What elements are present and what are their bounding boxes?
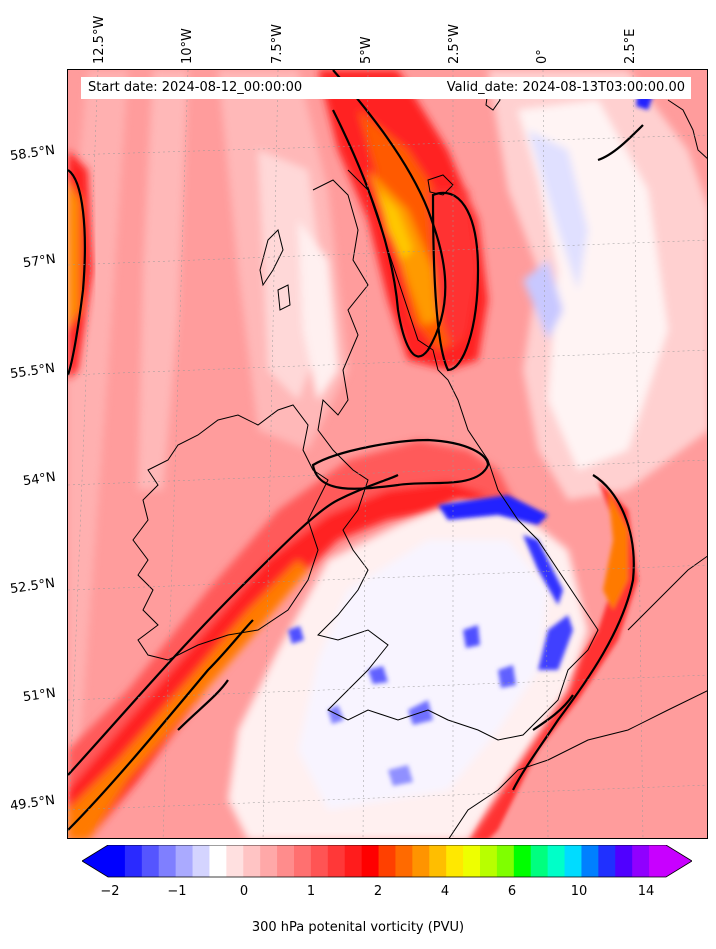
colorbar-cell xyxy=(463,845,481,877)
colorbar-tick: −2 xyxy=(100,884,120,899)
colorbar-tick: 0 xyxy=(239,884,249,899)
lon-label-2.5w: 2.5°W xyxy=(447,23,462,64)
colorbar-tick: 14 xyxy=(637,884,655,899)
colorbar-cell xyxy=(260,845,278,877)
colorbar-cell xyxy=(378,845,397,877)
north-sea-low-pv xyxy=(488,70,707,500)
colorbar-tick: 4 xyxy=(440,884,450,899)
colorbar-cell xyxy=(547,845,566,877)
lat-label-54n: 54°N xyxy=(22,469,57,490)
colorbar-tick: 2 xyxy=(373,884,383,899)
colorbar-cell xyxy=(649,845,667,877)
lat-label-52.5n: 52.5°N xyxy=(9,575,56,598)
coastlines xyxy=(132,84,707,838)
light-pv-bands xyxy=(68,70,348,770)
lat-label-51n: 51°N xyxy=(22,685,57,706)
colorbar xyxy=(82,845,692,878)
pv-2-contours xyxy=(68,70,644,831)
start-date-label: Start date: 2024-08-12_00:00:00 xyxy=(81,77,421,99)
lon-label-10w: 10°W xyxy=(180,28,195,64)
colorbar-tick: 1 xyxy=(306,884,316,899)
lon-label-2.5e: 2.5°E xyxy=(623,28,638,64)
lat-label-57n: 57°N xyxy=(22,251,57,272)
colorbar-cell xyxy=(310,845,329,877)
colorbar-cell xyxy=(412,845,430,877)
lon-label-0: 0° xyxy=(535,49,550,64)
colorbar-cell xyxy=(243,845,261,877)
colorbar-cell xyxy=(158,845,177,877)
pv-streamer-west xyxy=(68,150,93,380)
colorbar-over-arrow xyxy=(666,845,692,877)
colorbar-cell xyxy=(480,845,498,877)
lon-label-7.5w: 7.5°W xyxy=(270,23,285,64)
colorbar-cell xyxy=(530,845,549,877)
colorbar-under-arrow xyxy=(82,845,108,877)
england-low-pv xyxy=(228,500,588,838)
colorbar-cell xyxy=(632,845,650,877)
colorbar-cell xyxy=(108,845,126,877)
lon-label-12.5w: 12.5°W xyxy=(92,15,107,64)
colorbar-cell xyxy=(209,845,227,877)
graticule xyxy=(68,70,707,838)
colorbar-cell xyxy=(327,845,346,877)
colorbar-cell xyxy=(361,845,380,877)
colorbar-cell xyxy=(294,845,312,877)
lat-label-49.5n: 49.5°N xyxy=(9,792,56,815)
colorbar-cell xyxy=(581,845,599,877)
colorbar-cell xyxy=(395,845,413,877)
colorbar-cell xyxy=(429,845,447,877)
colorbar-cell xyxy=(226,845,244,877)
colorbar-cell xyxy=(277,845,295,877)
colorbar-label: 300 hPa potenital vorticity (PVU) xyxy=(251,920,465,935)
colorbar-cell xyxy=(513,845,532,877)
colorbar-cell xyxy=(141,845,160,877)
valid-date-label: Valid_date: 2024-08-13T03:00:00.00 xyxy=(421,77,691,99)
lon-label-5w: 5°W xyxy=(359,36,374,64)
map-panel xyxy=(67,69,708,839)
pv-field-map xyxy=(68,70,707,838)
colorbar-tick: 6 xyxy=(507,884,517,899)
colorbar-tick: −1 xyxy=(167,884,187,899)
colorbar-cell xyxy=(175,845,194,877)
colorbar-cell xyxy=(496,845,515,877)
colorbar-cell xyxy=(446,845,464,877)
colorbar-cell xyxy=(124,845,143,877)
colorbar-tick: 10 xyxy=(570,884,588,899)
colorbar-cell xyxy=(192,845,211,877)
lat-label-58.5n: 58.5°N xyxy=(9,142,56,165)
colorbar-cell xyxy=(564,845,583,877)
pv-streamer-main xyxy=(68,440,518,838)
colorbar-cell xyxy=(344,845,363,877)
colorbar-cell xyxy=(615,845,633,877)
pv-streamer-southeast xyxy=(469,480,638,838)
lat-label-55.5n: 55.5°N xyxy=(9,360,56,383)
colorbar-cell xyxy=(598,845,616,877)
